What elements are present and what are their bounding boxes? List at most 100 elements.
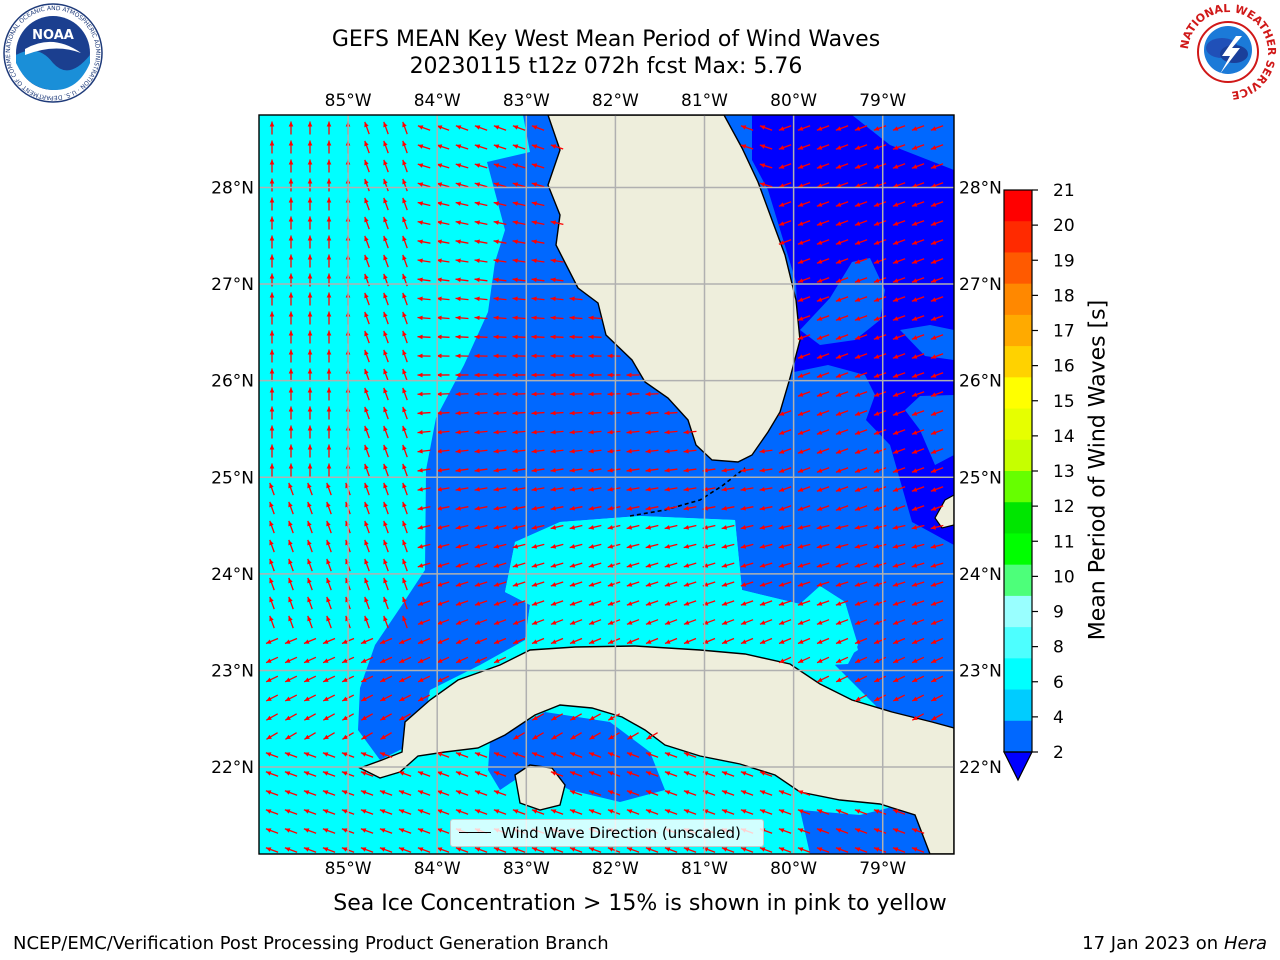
wave-arrow-1063: [911, 828, 925, 834]
wave-arrow-45: [797, 144, 811, 150]
wave-arrow-942: [645, 752, 659, 758]
wave-arrow-699: [307, 577, 313, 591]
wave-arrow-402: [588, 410, 602, 416]
wave-arrow-912: [323, 732, 335, 740]
wave-arrow-371: [550, 391, 564, 397]
wave-arrow-518: [288, 482, 294, 496]
wave-arrow-704: [402, 577, 408, 591]
lon-label-bottom-5: 80°W: [770, 859, 817, 879]
wave-arrow-52: [930, 144, 944, 150]
wave-arrow-101: [911, 182, 925, 188]
wave-arrow-822: [588, 637, 602, 645]
wave-arrow-620: [854, 524, 868, 530]
wave-arrow-559: [383, 501, 389, 515]
wave-arrow-508: [778, 467, 792, 473]
wave-arrow-457: [436, 448, 450, 454]
wave-arrow-453: [364, 444, 370, 458]
map-title: GEFS MEAN Key West Mean Period of Wind W…: [331, 27, 881, 52]
wave-arrow-932: [455, 752, 469, 758]
wave-arrow-500: [626, 467, 640, 473]
wave-arrow-1064: [265, 847, 279, 853]
wave-arrow-901: [398, 713, 412, 721]
wave-arrow-700: [326, 577, 332, 591]
wave-arrow-1021: [759, 809, 773, 815]
wave-arrow-224: [269, 292, 275, 306]
lon-label-top-3: 82°W: [592, 91, 639, 111]
wave-arrow-672: [474, 562, 488, 568]
wave-arrow-380: [854, 391, 868, 397]
wave-arrow-961: [626, 771, 640, 777]
wave-arrow-175: [930, 239, 944, 245]
wave-arrow-1060: [854, 828, 868, 834]
wave-arrow-571: [607, 506, 621, 511]
wave-arrow-702: [364, 577, 370, 591]
wave-arrow-301: [269, 349, 275, 363]
wave-arrow-234: [455, 296, 469, 302]
wave-arrow-830: [740, 637, 754, 645]
wave-arrow-79: [288, 178, 294, 192]
wave-arrow-357: [288, 387, 294, 401]
wave-arrow-248: [930, 296, 944, 302]
wave-arrow-361: [364, 387, 370, 401]
wave-arrow-955: [474, 771, 488, 777]
wave-arrow-335: [402, 368, 408, 382]
wave-arrow-653: [797, 543, 811, 549]
wave-arrow-1088: [721, 847, 735, 853]
wave-arrow-669: [417, 562, 431, 568]
wave-arrow-719: [683, 581, 697, 587]
wave-arrow-1093: [816, 847, 830, 853]
lon-label-bottom-0: 85°W: [325, 859, 372, 879]
wave-arrow-298: [892, 334, 906, 340]
wave-arrow-336: [417, 372, 431, 378]
wave-arrow-111: [417, 201, 431, 207]
wave-arrow-734: [288, 596, 294, 610]
wave-arrow-713: [569, 581, 583, 587]
wave-arrow-969: [265, 790, 279, 796]
wave-arrow-266: [588, 315, 602, 321]
wave-arrow-975: [379, 790, 393, 796]
wave-arrow-960: [607, 771, 621, 777]
wave-arrow-307: [383, 349, 389, 363]
wave-arrow-602: [512, 524, 526, 530]
wave-arrow-1090: [759, 847, 773, 853]
wave-arrow-810: [360, 637, 374, 645]
wave-arrow-900: [379, 713, 393, 721]
wave-arrow-1086: [683, 847, 697, 853]
wave-arrow-775: [383, 615, 389, 629]
wave-arrow-211: [474, 277, 488, 283]
wave-arrow-1019: [721, 809, 735, 815]
wave-arrow-129: [307, 216, 313, 230]
wave-arrow-462: [531, 448, 545, 454]
wave-arrow-569: [569, 506, 583, 511]
wave-arrow-566: [512, 506, 526, 511]
wave-arrow-7: [402, 121, 408, 135]
wave-arrow-1080: [569, 847, 583, 853]
wave-arrow-36: [455, 144, 469, 150]
wave-arrow-1085: [664, 847, 678, 853]
wave-arrow-783: [531, 619, 545, 625]
wave-arrow-728: [854, 581, 868, 587]
wave-arrow-397: [493, 410, 507, 416]
wave-arrow-650: [740, 543, 754, 549]
wave-arrow-915: [380, 732, 392, 740]
wave-arrow-522: [364, 482, 370, 496]
wave-arrow-680: [626, 562, 640, 568]
wave-arrow-216: [797, 277, 811, 283]
land-florida: [547, 115, 801, 463]
wave-arrow-496: [550, 467, 564, 473]
wave-arrow-60: [402, 159, 408, 173]
wave-arrow-179: [326, 254, 332, 268]
wave-arrow-153: [288, 235, 294, 249]
wave-arrow-130: [326, 216, 332, 230]
wave-arrow-13: [512, 125, 526, 131]
wave-arrow-177: [288, 254, 294, 268]
wave-arrow-724: [778, 581, 792, 587]
wave-arrow-788: [626, 619, 640, 625]
wave-arrow-990: [721, 790, 735, 796]
wave-arrow-264: [550, 315, 564, 321]
wave-arrow-121: [835, 201, 849, 207]
wave-arrow-443: [854, 429, 868, 435]
wave-arrow-391: [383, 406, 389, 420]
wave-arrow-230: [383, 292, 389, 306]
wave-arrow-572: [626, 506, 640, 511]
